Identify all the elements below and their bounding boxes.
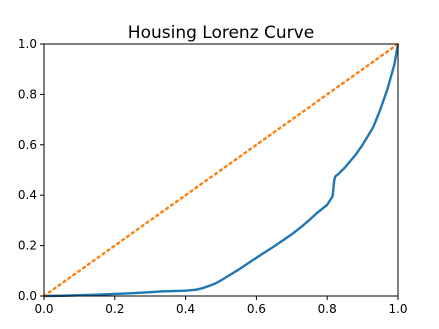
x-tick-label: 1.0 [388,302,407,316]
equality-line [42,42,400,298]
x-tick-label: 0.6 [247,302,266,316]
x-tick-label: 0.2 [105,302,124,316]
y-tick-label: 0.8 [18,87,37,101]
x-tick-label: 0.8 [318,302,337,316]
y-tick-label: 0.2 [18,239,37,253]
y-tick-label: 0.6 [18,138,37,152]
x-axis-ticks: 0.0 0.2 0.4 0.6 0.8 1.0 [34,296,408,316]
x-tick-label: 0.0 [34,302,53,316]
x-tick-label: 0.4 [176,302,195,316]
chart-title: Housing Lorenz Curve [128,23,314,43]
y-axis-ticks: 0.0 0.2 0.4 0.6 0.8 1.0 [18,37,44,303]
plot-frame [43,43,399,297]
y-tick-label: 1.0 [18,37,37,51]
lorenz-curve-line [43,43,400,298]
plot-lines [42,42,400,298]
y-tick-label: 0.4 [18,188,37,202]
y-tick-label: 0.0 [18,289,37,303]
